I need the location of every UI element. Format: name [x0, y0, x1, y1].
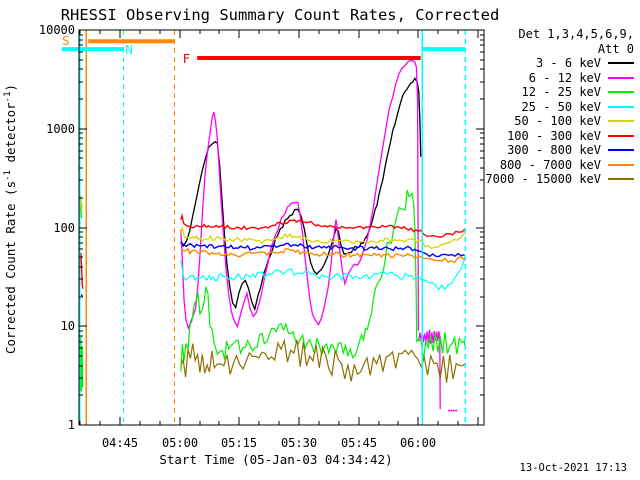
legend-entry: 3 - 6 keV	[485, 56, 634, 71]
y-axis-title: Corrected Count Rate (s-1 detector-1)	[3, 84, 18, 354]
legend-entry-label: 800 - 7000 keV	[499, 157, 601, 172]
series-50-100keV	[180, 225, 466, 250]
y-tick-label: 10	[61, 319, 75, 333]
legend-entry-label: 12 - 25 keV	[521, 85, 601, 99]
x-tick-label: 04:45	[102, 436, 138, 450]
legend-entry-label: 7000 - 15000 keV	[485, 172, 601, 186]
legend-color-swatch	[608, 62, 634, 65]
legend-entry-label: 300 - 800 keV	[507, 143, 601, 157]
x-axis-title: Start Time (05-Jan-03 04:34:42)	[159, 452, 392, 467]
y-tick-label: 100	[53, 221, 75, 235]
x-tick-label: 05:15	[221, 436, 257, 450]
legend-entry: 50 - 100 keV	[485, 114, 634, 129]
series-300-800keV	[180, 241, 465, 258]
legend: Det 1,3,4,5,6,9, Att 0 3 - 6 keV 6 - 12 k…	[485, 27, 634, 187]
flag-label-S: S	[62, 33, 70, 48]
series-dot-6-12keV	[452, 409, 455, 412]
series-12-25keV	[180, 190, 466, 372]
legend-color-swatch	[608, 105, 634, 108]
legend-attenuator: Att 0	[597, 41, 634, 56]
series-6-12keV	[180, 59, 420, 331]
chart-title: RHESSI Observing Summary Count Rates, Co…	[61, 6, 500, 24]
legend-entry: 100 - 300 keV	[485, 129, 634, 144]
flag-label-F: F	[183, 51, 191, 66]
data-series-layer	[79, 59, 466, 412]
legend-entry-label: 50 - 100 keV	[514, 114, 601, 128]
legend-entry: 6 - 12 keV	[485, 71, 634, 86]
legend-entry: 300 - 800 keV	[485, 143, 634, 158]
legend-entry-label: 100 - 300 keV	[507, 128, 601, 143]
flag-label-N: N	[125, 42, 133, 57]
series-dot-6-12keV	[448, 409, 450, 412]
legend-entry: 12 - 25 keV	[485, 85, 634, 100]
series-7000-15000keV	[180, 338, 466, 383]
legend-entry: 7000 - 15000 keV	[485, 172, 634, 187]
axes-layer: 04:45 05:00 05:15 05:30 05:45 06:00 10000 1000 1…	[39, 23, 485, 450]
legend-detectors: Det 1,3,4,5,6,9,	[518, 27, 634, 41]
series-100-300keV	[180, 213, 466, 238]
series-300-800keV	[80, 294, 84, 297]
x-tick-label: 05:30	[281, 436, 317, 450]
legend-entry-label: 25 - 50 keV	[521, 99, 601, 114]
series-dot-6-12keV	[450, 409, 453, 412]
legend-color-swatch	[608, 120, 634, 123]
legend-color-swatch	[608, 149, 634, 152]
legend-color-swatch	[608, 134, 634, 137]
x-tick-label: 05:45	[341, 436, 377, 450]
legend-entry-label: 3 - 6 keV	[535, 56, 601, 70]
y-tick-label: 1	[68, 418, 75, 432]
y-tick-label: 1000	[46, 122, 75, 136]
legend-entry: 25 - 50 keV	[485, 100, 634, 115]
series-25-50keV	[180, 259, 466, 291]
plot-timestamp: 13-Oct-2021 17:13	[520, 462, 627, 474]
legend-entries: 3 - 6 keV 6 - 12 keV 12 - 25 keV 25 - 50 ke…	[485, 56, 634, 187]
series-3-6keV	[180, 77, 422, 312]
legend-color-swatch	[608, 163, 634, 166]
series-800-7000keV	[180, 247, 466, 264]
x-tick-label: 05:00	[162, 436, 198, 450]
legend-entry-label: 6 - 12 keV	[528, 70, 601, 85]
series-100-300keV	[80, 253, 84, 289]
y-tick-label: 10000	[39, 23, 75, 37]
legend-color-swatch	[608, 91, 634, 94]
series-dot-6-12keV	[455, 409, 458, 412]
legend-color-swatch	[608, 76, 634, 79]
legend-color-swatch	[608, 178, 634, 181]
legend-entry: 800 - 7000 keV	[485, 158, 634, 173]
x-tick-label: 06:00	[400, 436, 436, 450]
